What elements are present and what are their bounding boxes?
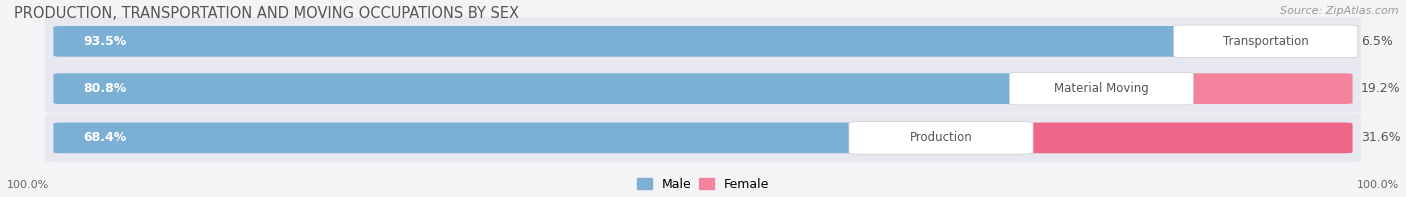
FancyBboxPatch shape [53, 26, 1268, 57]
FancyBboxPatch shape [938, 123, 1353, 153]
FancyBboxPatch shape [45, 17, 1361, 66]
Legend: Male, Female: Male, Female [637, 178, 769, 191]
Text: Transportation: Transportation [1223, 35, 1309, 48]
Text: 93.5%: 93.5% [83, 35, 127, 48]
FancyBboxPatch shape [53, 123, 943, 153]
Text: Source: ZipAtlas.com: Source: ZipAtlas.com [1281, 6, 1399, 16]
Text: 68.4%: 68.4% [83, 131, 127, 144]
FancyBboxPatch shape [45, 64, 1361, 113]
Text: 80.8%: 80.8% [83, 82, 127, 95]
Text: 100.0%: 100.0% [1357, 180, 1399, 190]
FancyBboxPatch shape [849, 122, 1033, 154]
Text: Material Moving: Material Moving [1054, 82, 1149, 95]
Text: PRODUCTION, TRANSPORTATION AND MOVING OCCUPATIONS BY SEX: PRODUCTION, TRANSPORTATION AND MOVING OC… [14, 6, 519, 21]
FancyBboxPatch shape [1010, 72, 1194, 105]
FancyBboxPatch shape [1263, 26, 1353, 57]
FancyBboxPatch shape [1174, 25, 1358, 58]
Text: 31.6%: 31.6% [1361, 131, 1400, 144]
FancyBboxPatch shape [1098, 73, 1353, 104]
Text: Production: Production [910, 131, 973, 144]
FancyBboxPatch shape [53, 73, 1104, 104]
Text: 100.0%: 100.0% [7, 180, 49, 190]
FancyBboxPatch shape [45, 114, 1361, 162]
Text: 6.5%: 6.5% [1361, 35, 1393, 48]
Text: 19.2%: 19.2% [1361, 82, 1400, 95]
